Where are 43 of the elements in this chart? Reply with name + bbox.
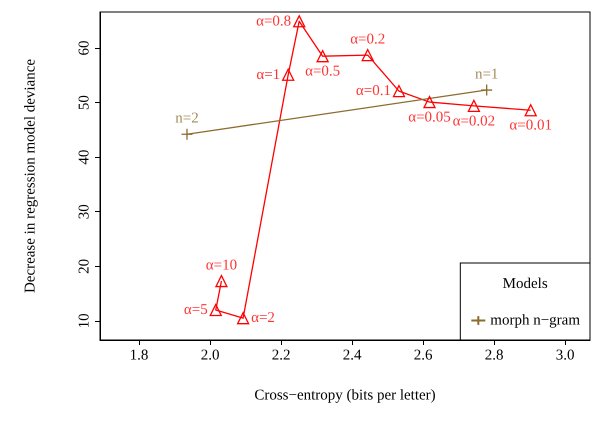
annotation: α=1 xyxy=(256,66,280,83)
annotation: α=0.01 xyxy=(509,118,552,134)
annotation: α=0.5 xyxy=(305,64,340,80)
annotation: α=0.02 xyxy=(452,113,496,130)
x-tick-label: 3.0 xyxy=(556,348,575,364)
annotation: α=0.8 xyxy=(256,13,292,30)
y-tick-label: 10 xyxy=(76,313,92,328)
x-tick-label: 2.4 xyxy=(342,348,362,364)
point xyxy=(480,84,493,96)
annotation: α=10 xyxy=(206,258,238,274)
legend-label: morph n−gram xyxy=(490,312,580,328)
point xyxy=(468,100,480,112)
x-tick-label: 1.8 xyxy=(130,348,148,364)
point xyxy=(316,50,329,62)
y-tick-label: 40 xyxy=(76,150,92,165)
x-tick-label: 2.2 xyxy=(272,348,290,364)
legend-title: Models xyxy=(502,276,548,292)
point xyxy=(392,84,406,98)
point xyxy=(293,15,306,28)
point xyxy=(215,274,228,288)
annotation: α=0.2 xyxy=(350,32,386,48)
x-tick-label: 2.8 xyxy=(484,348,504,364)
point xyxy=(282,68,294,81)
y-tick-label: 20 xyxy=(76,258,92,274)
annotation: α=0.1 xyxy=(356,83,391,100)
annotation: α=5 xyxy=(184,302,208,318)
point xyxy=(236,312,250,324)
x-tick-label: 2.6 xyxy=(414,348,433,364)
point xyxy=(423,96,436,108)
y-tick-label: 30 xyxy=(76,204,92,220)
x-tick-label: 2.0 xyxy=(200,348,220,364)
annotation: n=1 xyxy=(474,66,498,83)
y-tick-label: 60 xyxy=(76,40,92,56)
annotation: n=2 xyxy=(175,110,199,127)
point xyxy=(210,304,222,316)
annotation: α=0.05 xyxy=(408,110,451,126)
y-axis-title: Decrease in regression model deviance xyxy=(22,58,38,294)
y-tick-label: 50 xyxy=(76,95,92,110)
x-axis-title: Cross−entropy (bits per letter) xyxy=(254,388,436,404)
point xyxy=(362,48,374,62)
annotation: α=2 xyxy=(251,310,275,326)
point xyxy=(524,104,537,116)
point xyxy=(180,128,194,140)
